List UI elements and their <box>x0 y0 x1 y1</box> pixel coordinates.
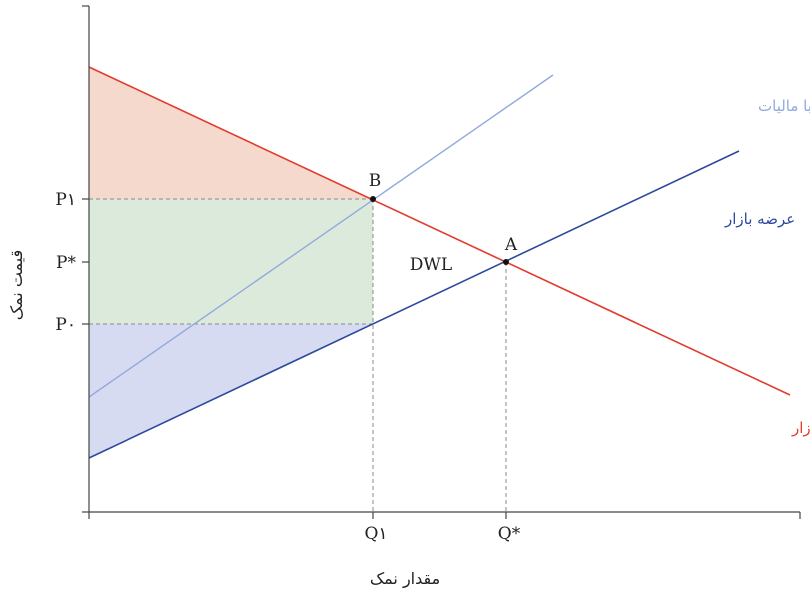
supply-label: عرضه بازار <box>724 210 795 228</box>
quantity-label-q1: Q۱ <box>364 524 387 544</box>
point-a-label: A <box>504 235 518 255</box>
point-b-label: B <box>369 171 382 191</box>
point-a-marker <box>503 259 509 265</box>
price-label-p1: P۱ <box>55 190 76 210</box>
axes <box>82 5 801 519</box>
tax-revenue-area <box>89 199 373 324</box>
dwl-label: DWL <box>410 255 452 275</box>
supply-line <box>88 150 740 459</box>
supply-with-tax-line <box>88 74 554 398</box>
demand-label: تقاضای بازار <box>791 419 810 437</box>
price-label-p0: P۰ <box>55 315 76 335</box>
point-b-marker <box>370 196 376 202</box>
x-axis-title: مقدار نمک <box>370 569 440 589</box>
supply-with-tax-label: عرضه بازار همراه با مالیات <box>758 97 810 115</box>
guide-lines <box>89 198 507 512</box>
price-label-pstar: P* <box>56 253 76 273</box>
quantity-label-qstar: Q* <box>498 524 521 544</box>
demand-line <box>88 66 791 396</box>
y-axis-title: قیمت نمک <box>7 250 26 321</box>
